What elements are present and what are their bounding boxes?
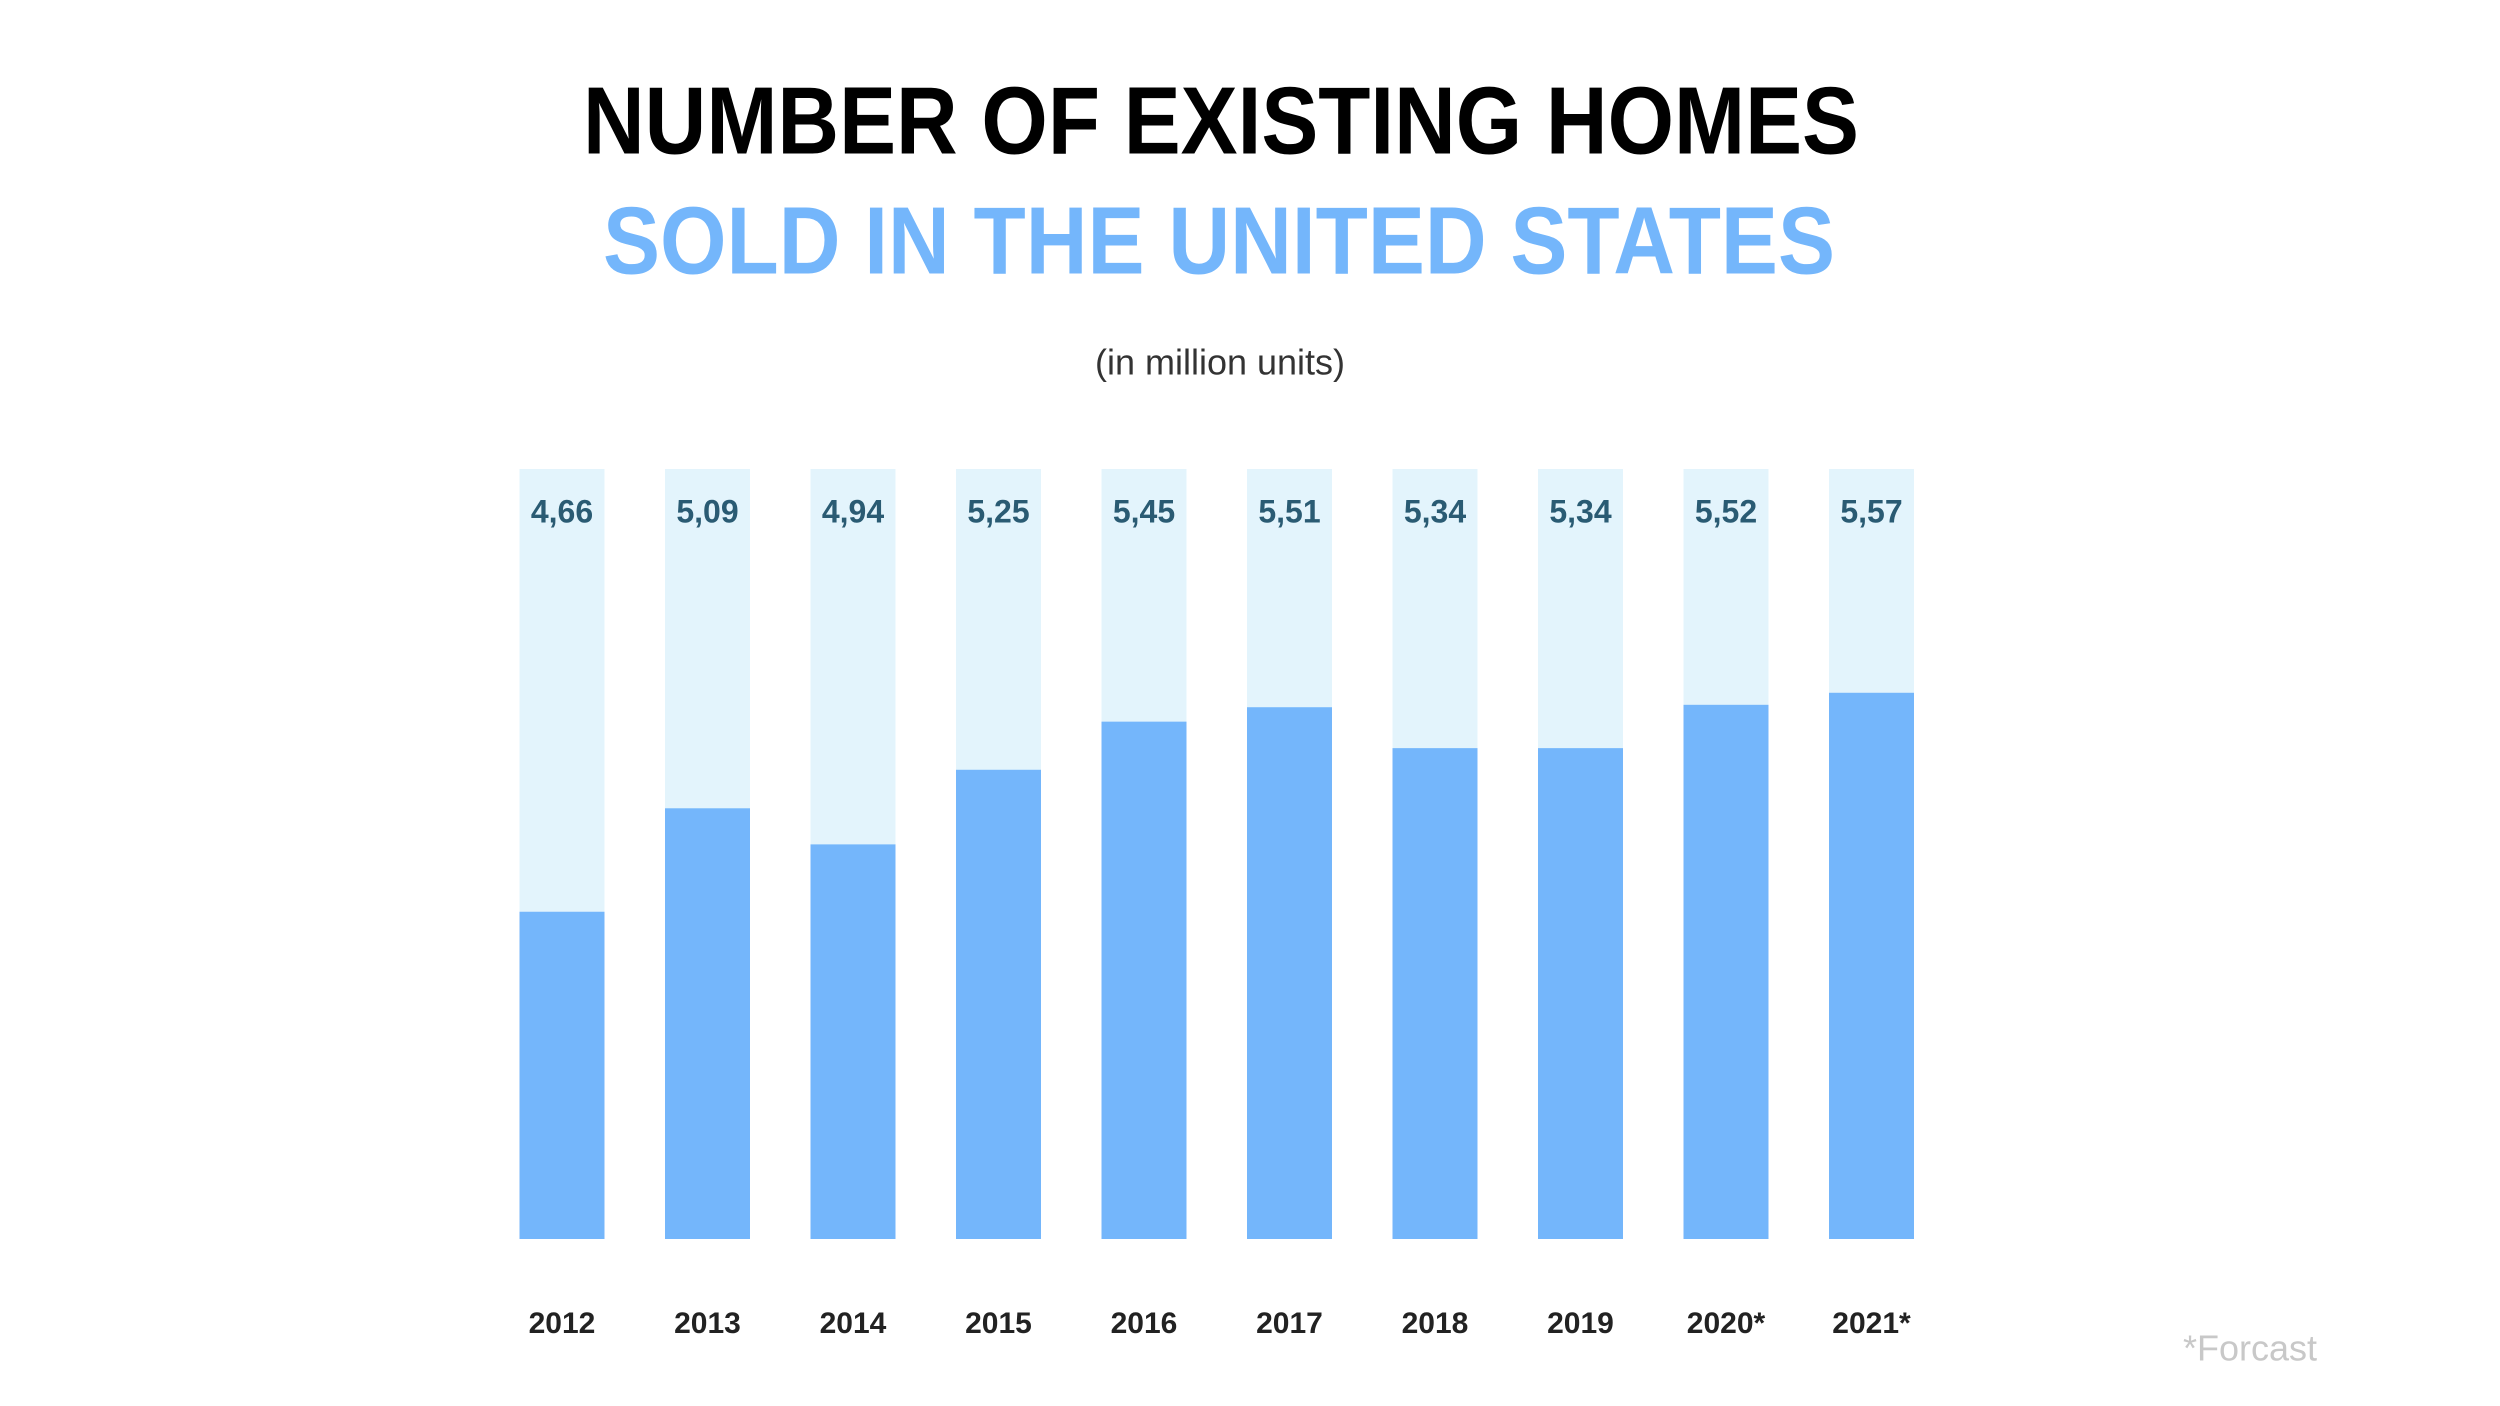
value-label: 4,66: [531, 493, 593, 529]
value-label: 5,34: [1549, 493, 1611, 529]
bar: [1683, 704, 1769, 1239]
bar: [1101, 721, 1187, 1239]
x-tick-label: 2016: [1111, 1307, 1178, 1340]
x-tick-label: 2017: [1256, 1307, 1323, 1340]
bar: [519, 911, 605, 1239]
value-label: 5,51: [1258, 493, 1320, 529]
x-tick-label: 2019: [1547, 1307, 1614, 1340]
bar: [1829, 692, 1914, 1239]
value-label: 4,94: [822, 493, 884, 529]
chart-subtitle: SOLD IN THE UNITED STATES: [603, 187, 1835, 294]
footnote: *Forcast: [2183, 1328, 2317, 1369]
x-tick-label: 2021*: [1832, 1307, 1911, 1340]
unit-note: (in million units): [1095, 342, 1345, 383]
bar: [1247, 707, 1332, 1239]
x-tick-label: 2015: [965, 1307, 1032, 1340]
x-tick-label: 2020*: [1687, 1307, 1766, 1340]
bar: [1538, 748, 1623, 1239]
bar: [810, 844, 896, 1239]
x-tick-label: 2012: [529, 1307, 596, 1340]
value-label: 5,25: [967, 493, 1029, 529]
bar: [1392, 748, 1478, 1239]
bar: [956, 769, 1041, 1239]
value-label: 5,52: [1695, 493, 1757, 529]
bar: [665, 808, 750, 1239]
x-tick-label: 2014: [820, 1307, 887, 1340]
x-tick-label: 2013: [674, 1307, 741, 1340]
value-label: 5,57: [1840, 493, 1902, 529]
x-tick-label: 2018: [1402, 1307, 1469, 1340]
value-label: 5,45: [1113, 493, 1175, 529]
value-label: 5,34: [1404, 493, 1466, 529]
value-label: 5,09: [676, 493, 738, 529]
chart-title: NUMBER OF EXISTING HOMES: [583, 67, 1859, 174]
